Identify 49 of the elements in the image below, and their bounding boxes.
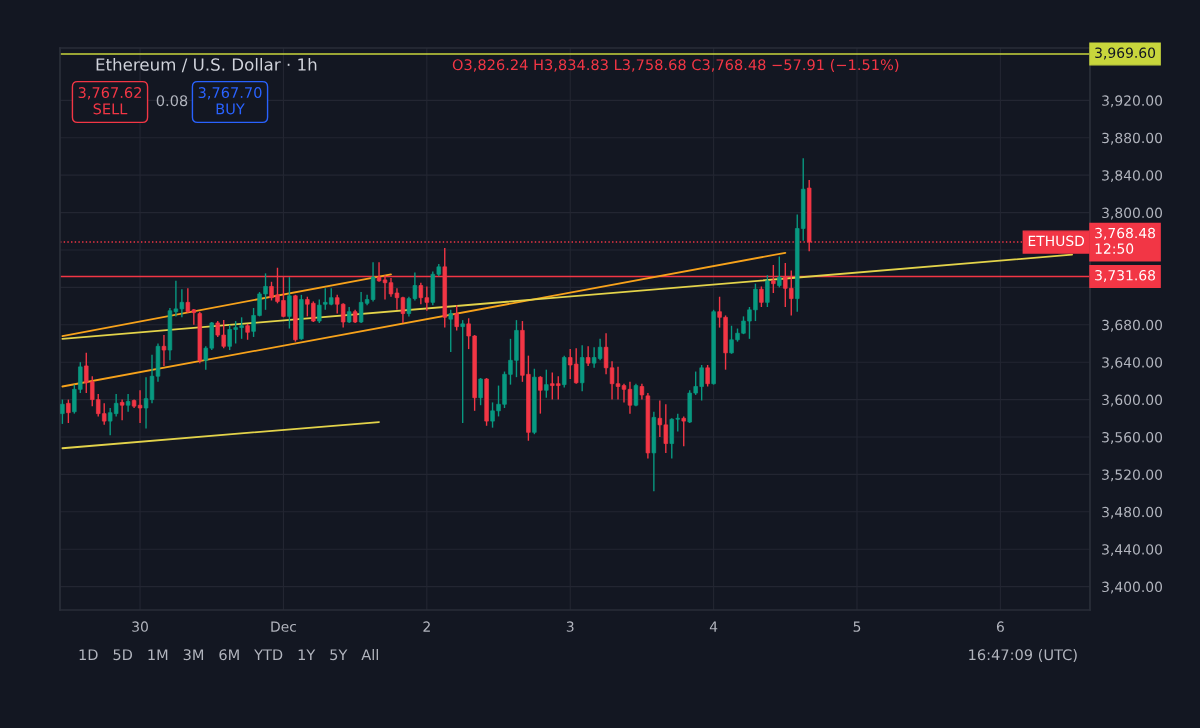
text: Ethereum / U.S. Dollar · 1h — [96, 57, 317, 73]
y-tick-label: 3,440.00 — [1102, 544, 1163, 557]
candlestick — [777, 255, 782, 289]
x-tick-label: 6 — [996, 621, 1004, 632]
y-tick-label: 3,600.00 — [1102, 394, 1163, 407]
candlestick — [478, 377, 483, 406]
ref-line-label: 3,969.60 — [1095, 47, 1156, 60]
candlestick — [66, 398, 71, 424]
candlestick — [448, 309, 453, 353]
y-tick-label: 3,840.00 — [1102, 170, 1163, 183]
text: 16:47:09 (UTC) — [969, 648, 1077, 662]
candlestick — [765, 274, 770, 308]
y-tick-label: 3,920.00 — [1102, 95, 1163, 108]
ref-line-label: 3,731.68 — [1095, 269, 1156, 282]
candlestick — [119, 398, 125, 421]
y-tick-label: 3,680.00 — [1102, 319, 1163, 332]
y-tick-label: 3,640.00 — [1102, 357, 1163, 370]
y-tick-label: 3,480.00 — [1102, 506, 1163, 519]
x-tick-label: 3 — [566, 621, 574, 632]
y-tick-label: 3,880.00 — [1102, 132, 1163, 145]
x-tick-label: 5 — [853, 621, 861, 632]
candlestick — [317, 298, 322, 324]
annotation: ETHUSD — [1028, 235, 1085, 247]
x-tick-label: 2 — [423, 621, 430, 632]
candlestick — [454, 304, 459, 332]
candlestick — [161, 334, 167, 367]
y-tick-label: 3,520.00 — [1102, 469, 1163, 482]
x-tick-label: 30 — [132, 621, 148, 632]
candlestick — [287, 276, 292, 330]
y-tick-label: 3,560.00 — [1102, 431, 1163, 444]
annotation: 3,767.62 SELL — [78, 87, 142, 115]
candlestick — [759, 285, 764, 308]
x-tick-label: Dec — [271, 621, 297, 632]
candlestick — [705, 364, 710, 388]
candlestick — [460, 319, 465, 424]
candlestick — [125, 393, 131, 413]
candlestick — [681, 415, 686, 448]
candlestick — [544, 368, 549, 399]
x-tick-label: 4 — [709, 621, 718, 632]
text: 1D 5D 1M 3M 6M YTD 1Y 5Y All — [79, 648, 378, 661]
candlestick — [60, 398, 65, 425]
candlestick — [585, 345, 591, 367]
ref-line-label: 3,768.48 12:50 — [1095, 227, 1156, 254]
candlestick — [538, 375, 543, 415]
y-tick-label: 3,800.00 — [1102, 207, 1163, 220]
annotation: O3,826.24 H3,834.83 L3,758.68 C3,768.48 −57.91 (−1.51%) — [452, 58, 899, 72]
annotation: 3,767.70 BUY — [198, 87, 262, 115]
annotation: 0.08 — [156, 95, 188, 107]
y-tick-label: 3,400.00 — [1102, 581, 1163, 594]
